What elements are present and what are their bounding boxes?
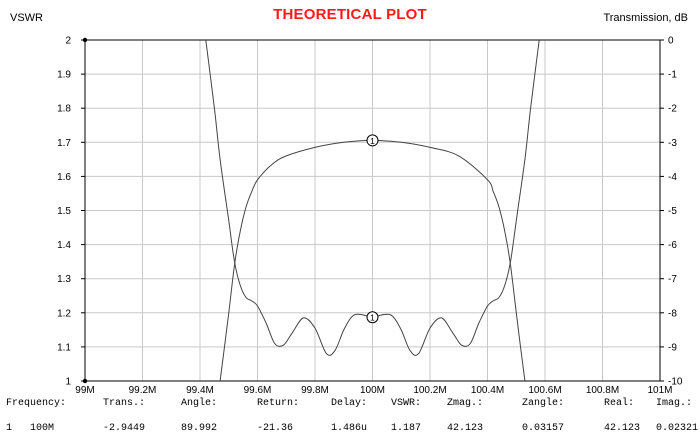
readout-value: 42.123 <box>604 423 641 434</box>
y-right-tick-label: -9 <box>668 342 677 353</box>
chart-title: THEORETICAL PLOT <box>273 6 427 23</box>
y-left-tick-label: 2 <box>65 36 71 47</box>
readout-header: Delay: <box>331 398 368 409</box>
readout-value: 42.123 <box>447 423 484 434</box>
readout-header: VSWR: <box>391 398 422 409</box>
readout-value: 89.992 <box>181 423 218 434</box>
readout-marker-index: 1 <box>6 423 13 434</box>
y-right-tick-label: -2 <box>668 104 677 115</box>
readout-header: Return: <box>257 398 300 409</box>
readout-value: 100M <box>30 423 55 434</box>
grid-lines <box>84 39 661 382</box>
marker-circle[interactable] <box>366 311 379 324</box>
frame-corner-dot <box>82 37 88 43</box>
readout-header: Angle: <box>181 398 218 409</box>
y-left-tick-label: 1.2 <box>57 308 71 319</box>
x-tick-label: 100M <box>360 385 385 396</box>
x-tick-label: 99.4M <box>186 385 214 396</box>
x-tick-label: 100.6M <box>528 385 561 396</box>
y-left-tick-label: 1.3 <box>57 274 71 285</box>
y-right-tick-label: -5 <box>668 206 677 217</box>
y-left-tick-label: 1 <box>65 377 71 388</box>
y-left-tick-label: 1.7 <box>57 138 71 149</box>
y-right-tick-label: -1 <box>668 70 677 81</box>
y-left-tick-label: 1.1 <box>57 342 71 353</box>
readout-header: Zmag.: <box>447 398 484 409</box>
x-tick-label: 100.2M <box>413 385 446 396</box>
x-tick-label: 99.2M <box>129 385 157 396</box>
y-right-tick-label: -6 <box>668 240 677 251</box>
x-tick-label: 99.6M <box>244 385 272 396</box>
marker-layer: 11 <box>366 134 379 324</box>
x-tick-label: 100.8M <box>586 385 619 396</box>
marker-label: 1 <box>370 313 375 323</box>
y-left-tick-label: 1.4 <box>57 240 71 251</box>
x-tick-label: 100.4M <box>471 385 504 396</box>
x-tick-label: 99.8M <box>301 385 329 396</box>
y-right-tick-label: -4 <box>668 172 677 183</box>
left-axis-label: VSWR <box>10 12 43 24</box>
readout-value: -21.36 <box>257 423 294 434</box>
readout-header: Real: <box>604 398 635 409</box>
frame-corner-dot <box>82 378 88 384</box>
readout-value: 0.03157 <box>522 423 565 434</box>
x-tick-label: 101M <box>647 385 672 396</box>
marker-circle[interactable] <box>366 134 379 147</box>
y-left-tick-label: 1.8 <box>57 104 71 115</box>
y-right-tick-label: 0 <box>668 36 674 47</box>
axis-ticks: 99M 99.2M 99.4M 99.6M 99.8M 100M 100.2M 100.4M 1… <box>57 36 683 397</box>
readout-header: Trans.: <box>103 398 146 409</box>
readout-value: 1.486u <box>331 423 368 434</box>
y-right-tick-label: -8 <box>668 308 677 319</box>
readout-value: -2.9449 <box>103 423 146 434</box>
readout-header: Imag.: <box>656 398 693 409</box>
transmission-curve <box>219 139 526 381</box>
right-axis-label: Transmission, dB <box>603 12 688 24</box>
y-left-tick-label: 1.5 <box>57 206 71 217</box>
readout-value: 0.02321 <box>656 423 699 434</box>
y-left-tick-label: 1.9 <box>57 70 71 81</box>
readout-header: Zangle: <box>522 398 565 409</box>
y-right-tick-label: -10 <box>668 377 683 388</box>
readout-header: Frequency: <box>6 398 67 409</box>
y-left-tick-label: 1.6 <box>57 172 71 183</box>
x-tick-label: 99M <box>75 385 94 396</box>
readout-value: 1.187 <box>391 423 422 434</box>
marker-label: 1 <box>370 136 375 146</box>
y-right-tick-label: -3 <box>668 138 677 149</box>
y-right-tick-label: -7 <box>668 274 677 285</box>
